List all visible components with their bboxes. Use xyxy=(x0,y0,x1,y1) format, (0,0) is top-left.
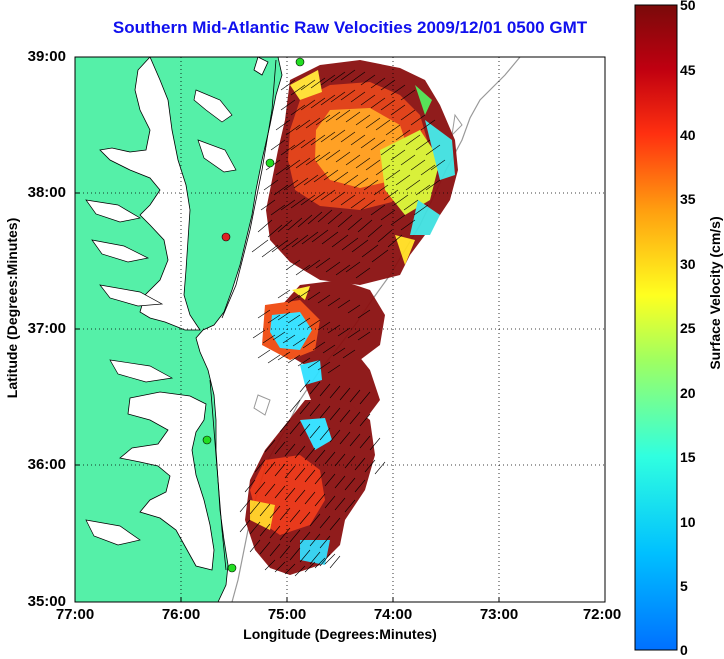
colorbar-tick: 25 xyxy=(680,320,696,336)
chesapeake-bay xyxy=(99,57,201,331)
colorbar-tick: 40 xyxy=(680,127,696,143)
velocity-field xyxy=(245,60,458,575)
velocity-vectors xyxy=(239,69,446,577)
y-tick-label: 39:00 xyxy=(27,48,66,65)
colorbar-tick: 30 xyxy=(680,256,696,272)
axis-ticks xyxy=(74,56,606,603)
y-tick-label: 38:00 xyxy=(27,184,66,201)
colorbar-gradient xyxy=(634,4,678,651)
colorbar-tick: 15 xyxy=(680,449,696,465)
y-tick-label: 35:00 xyxy=(27,593,66,610)
y-axis-title: Latitude (Degrees:Minutes) xyxy=(4,217,20,399)
colorbar-tick: 50 xyxy=(680,0,696,13)
x-tick-label: 77:00 xyxy=(55,606,95,623)
x-tick-label: 76:00 xyxy=(161,606,201,623)
colorbar-tick: 5 xyxy=(680,578,688,594)
pamlico-sound xyxy=(119,391,215,571)
colorbar-tick: 10 xyxy=(680,514,696,530)
x-tick-label: 75:00 xyxy=(267,606,307,623)
station-marker xyxy=(202,435,212,445)
colorbar-tick: 35 xyxy=(680,191,696,207)
colorbar-tick: 45 xyxy=(680,62,696,78)
land-mass xyxy=(75,57,283,602)
y-tick-label: 36:00 xyxy=(27,456,66,473)
map-title: Southern Mid-Atlantic Raw Velocities 200… xyxy=(112,18,588,37)
x-tick-label: 73:00 xyxy=(479,606,519,623)
colorbar-title: Surface Velocity (cm/s) xyxy=(707,216,723,370)
colorbar xyxy=(634,4,678,651)
station-marker xyxy=(227,563,237,573)
x-tick-label: 72:00 xyxy=(582,606,622,623)
x-tick-label: 74:00 xyxy=(373,606,413,623)
colorbar-tick: 20 xyxy=(680,385,696,401)
station-marker xyxy=(265,158,275,168)
x-axis-title: Longitude (Degrees:Minutes) xyxy=(243,626,437,642)
station-marker xyxy=(295,57,305,67)
grid-lines xyxy=(75,57,605,602)
y-tick-label: 37:00 xyxy=(27,320,66,337)
colorbar-tick: 0 xyxy=(680,642,688,658)
delaware-bay xyxy=(253,57,269,76)
station-marker xyxy=(221,232,231,242)
